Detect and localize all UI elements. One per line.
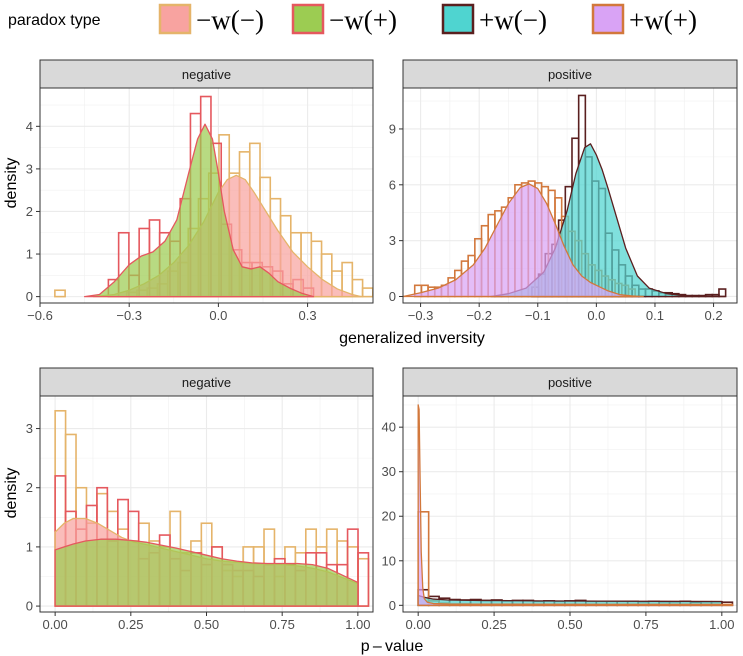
legend-item: +w(+)	[591, 3, 697, 35]
bottom-x-axis-title: p – value	[361, 638, 424, 655]
top-y-axis-title: density	[3, 158, 20, 209]
x-tick-label: 0.25	[118, 617, 143, 632]
top-x-axis-title: generalized inversity	[339, 330, 485, 347]
legend-label: −w(−)	[196, 5, 264, 35]
x-tick-label: 0.50	[194, 617, 219, 632]
y-tick-label: 3	[26, 161, 33, 176]
legend-label: +w(+)	[629, 5, 697, 35]
histogram-bar	[372, 291, 373, 298]
x-tick-label: 0.75	[270, 617, 295, 632]
y-tick-label: 20	[382, 509, 396, 524]
y-tick-label: 9	[389, 121, 396, 136]
legend: paradox type −w(−) −w(+) +w(−) +w(+)	[8, 3, 697, 35]
legend-key	[441, 3, 475, 35]
y-tick-label: 2	[26, 480, 33, 495]
data-layer	[54, 95, 373, 298]
facet-label: positive	[548, 375, 592, 390]
x-tick-label: 0.2	[705, 308, 723, 323]
legend-label: +w(−)	[479, 5, 547, 35]
panel-border	[402, 87, 738, 304]
legend-label: −w(+)	[329, 5, 397, 35]
y-tick-label: 40	[382, 420, 396, 435]
facet-strip	[39, 367, 374, 397]
x-tick-label: 0.00	[42, 617, 67, 632]
facet-strip	[39, 59, 374, 89]
y-tick-label: 0	[389, 598, 396, 613]
x-tick-label: 0.0	[209, 308, 227, 323]
facet-label: negative	[182, 375, 231, 390]
y-tick-label: 0	[26, 289, 33, 304]
y-tick-label: 1	[26, 539, 33, 554]
x-tick-label: −0.6	[27, 308, 53, 323]
y-tick-label: 2	[26, 204, 33, 219]
histogram-bar	[721, 603, 734, 607]
data-layer	[417, 404, 734, 607]
legend-item: −w(+)	[291, 3, 397, 35]
y-tick-label: 3	[389, 233, 396, 248]
x-tick-label: 0.1	[646, 308, 664, 323]
x-tick-label: −0.1	[525, 308, 551, 323]
x-tick-label: −0.3	[408, 308, 434, 323]
density-+w(+)	[417, 404, 723, 606]
y-tick-label: 0	[26, 599, 33, 614]
legend-key	[158, 3, 192, 35]
legend-key	[291, 3, 325, 35]
panel-negative-pvalue: negative 0.00 0.25 0.50 0.75 1.00 0 1 2 3	[26, 367, 374, 632]
x-tick-label: 1.00	[345, 617, 370, 632]
y-tick-label: 0	[389, 289, 396, 304]
y-tick-label: 10	[382, 553, 396, 568]
density-−w(+)	[83, 123, 315, 298]
legend-item: −w(−)	[158, 3, 264, 35]
density-+w(+)	[403, 183, 644, 298]
x-tick-label: −0.2	[466, 308, 492, 323]
facet-label: negative	[182, 67, 231, 82]
panel-positive-inversity: positive −0.3 −0.2 −0.1 0.0 0.1 0.2 0 3 6 9	[389, 59, 738, 323]
y-tick-label: 1	[26, 247, 33, 262]
bottom-y-axis-title: density	[3, 468, 20, 519]
x-tick-label: 1.00	[709, 617, 734, 632]
legend-key	[591, 3, 625, 35]
x-tick-label: 0.75	[633, 617, 658, 632]
x-tick-label: 0.3	[299, 308, 317, 323]
panel-positive-pvalue: positive 0.00 0.25 0.50 0.75 1.00 0 10 20 30 40	[382, 367, 738, 632]
histogram-bar	[357, 552, 370, 607]
x-tick-label: 0.50	[557, 617, 582, 632]
data-layer	[54, 409, 370, 607]
x-tick-label: 0.25	[481, 617, 506, 632]
y-tick-label: 4	[26, 119, 33, 134]
histogram-bar	[54, 289, 66, 298]
x-tick-label: −0.3	[116, 308, 142, 323]
y-tick-label: 6	[389, 177, 396, 192]
x-tick-label: 0.00	[406, 617, 431, 632]
data-layer	[403, 94, 727, 298]
x-tick-label: 0.0	[587, 308, 605, 323]
facet-label: positive	[548, 67, 592, 82]
panel-negative-inversity: negative −0.6 −0.3 0.0 0.3 0 1 2 3 4	[26, 59, 374, 323]
density-−w(+)	[54, 538, 359, 607]
legend-item: +w(−)	[441, 3, 547, 35]
y-tick-label: 30	[382, 464, 396, 479]
panel-border	[39, 87, 374, 304]
legend-title: paradox type	[8, 12, 101, 29]
facet-strip	[402, 367, 738, 397]
y-tick-label: 3	[26, 421, 33, 436]
